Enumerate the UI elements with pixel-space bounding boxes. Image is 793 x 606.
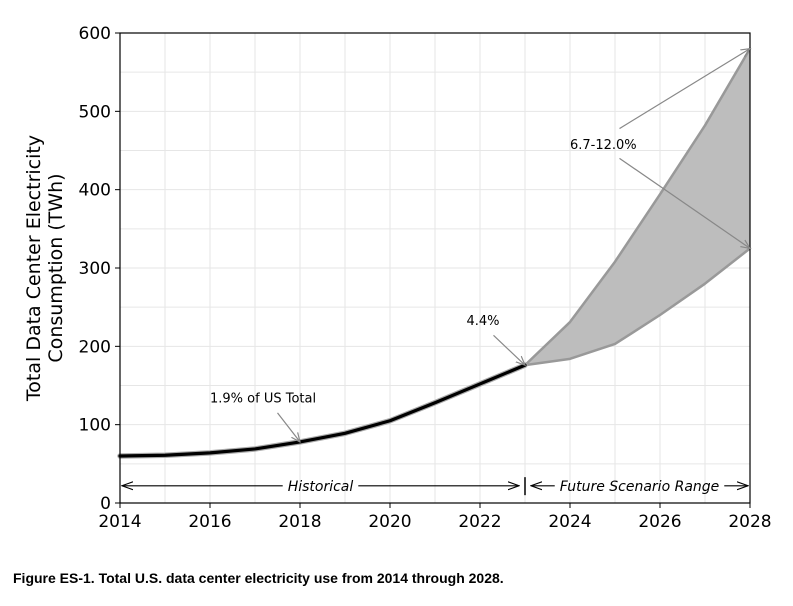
- y-tick-label: 100: [79, 416, 111, 436]
- x-tick-label: 2016: [188, 512, 231, 532]
- span-label: Historical: [288, 479, 354, 495]
- annotation-arrow: [619, 157, 751, 248]
- x-tick-label: 2014: [98, 512, 141, 532]
- y-axis-label-line-2: Consumption (TWh): [45, 173, 67, 362]
- y-tick-label: 0: [100, 494, 111, 514]
- scenario-range-fill: [525, 48, 750, 366]
- historical-line-halo: [117, 362, 528, 459]
- y-tick-label: 200: [79, 337, 111, 357]
- annotation-arrow: [277, 412, 301, 442]
- y-axis-label-line-1: Total Data Center Electricity: [23, 135, 45, 402]
- historical-line: [118, 363, 527, 458]
- y-axis-label: Total Data Center Electricity Consumptio…: [23, 135, 67, 402]
- y-tick-label: 500: [79, 102, 111, 122]
- y-tick-label: 300: [79, 259, 111, 279]
- span-label: Future Scenario Range: [560, 479, 720, 495]
- annotation-arrow: [619, 49, 751, 130]
- y-tick-label: 600: [79, 24, 111, 44]
- y-tick-label: 400: [79, 181, 111, 201]
- x-tick-label: 2018: [278, 512, 321, 532]
- x-tick-label: 2028: [728, 512, 771, 532]
- x-tick-label: 2024: [548, 512, 591, 532]
- figure-caption: Figure ES-1. Total U.S. data center elec…: [13, 570, 504, 586]
- annotation-label: 4.4%: [467, 314, 500, 329]
- x-tick-label: 2020: [368, 512, 411, 532]
- electricity-chart: 2014 2016 2018 2020 2022 2024 2026 2028 0 100 200 3…: [23, 24, 772, 532]
- annotation-arrow: [493, 334, 526, 365]
- annotation-label: 6.7-12.0%: [570, 138, 637, 153]
- annotation-label: 1.9% of US Total: [210, 392, 316, 407]
- axes: 2014 2016 2018 2020 2022 2024 2026 2028 0 100 200 3…: [79, 24, 772, 532]
- x-tick-label: 2022: [458, 512, 501, 532]
- x-tick-label: 2026: [638, 512, 681, 532]
- series-lines: [117, 47, 752, 459]
- scenario-area: [525, 48, 750, 366]
- scenario-upper-line: [523, 47, 752, 367]
- scenario-lower-line: [523, 247, 752, 367]
- annotations: 1.9% of US Total 4.4% 6.7-12.0% Historical F…: [122, 49, 750, 496]
